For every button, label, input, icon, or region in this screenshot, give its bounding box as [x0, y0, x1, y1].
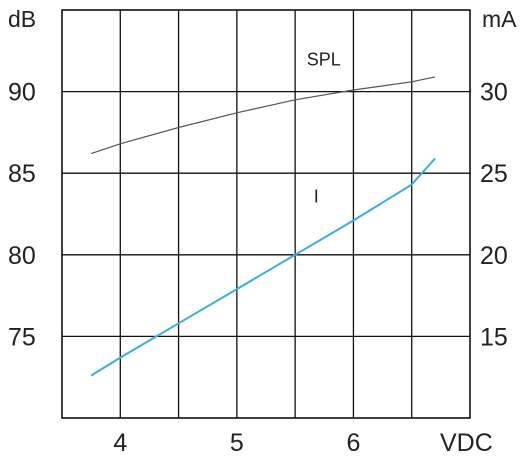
right-tick-label: 20 [480, 242, 508, 270]
left-tick-label: 85 [8, 160, 36, 188]
x-tick-label: 5 [230, 429, 244, 457]
chart-labels: dB mA VDC 4 5 6 75 80 85 90 15 20 25 30 SPL I [8, 6, 517, 457]
left-axis-unit: dB [8, 6, 36, 32]
left-tick-label: 75 [8, 323, 36, 351]
series-line-i [90, 157, 436, 377]
series-lines [90, 76, 436, 377]
right-axis-unit: mA [482, 6, 517, 32]
right-tick-label: 30 [480, 79, 508, 107]
series-label-spl: SPL [307, 49, 341, 69]
plot-frame [61, 9, 471, 419]
left-tick-label: 80 [8, 242, 36, 270]
right-tick-label: 25 [480, 160, 508, 188]
right-tick-label: 15 [480, 323, 508, 351]
x-tick-label: 6 [346, 429, 360, 457]
left-tick-label: 90 [8, 79, 36, 107]
series-label-i: I [314, 187, 319, 207]
x-axis-label: VDC [440, 429, 493, 457]
grid [62, 10, 470, 418]
series-line-spl [90, 76, 436, 155]
x-tick-label: 4 [113, 429, 127, 457]
